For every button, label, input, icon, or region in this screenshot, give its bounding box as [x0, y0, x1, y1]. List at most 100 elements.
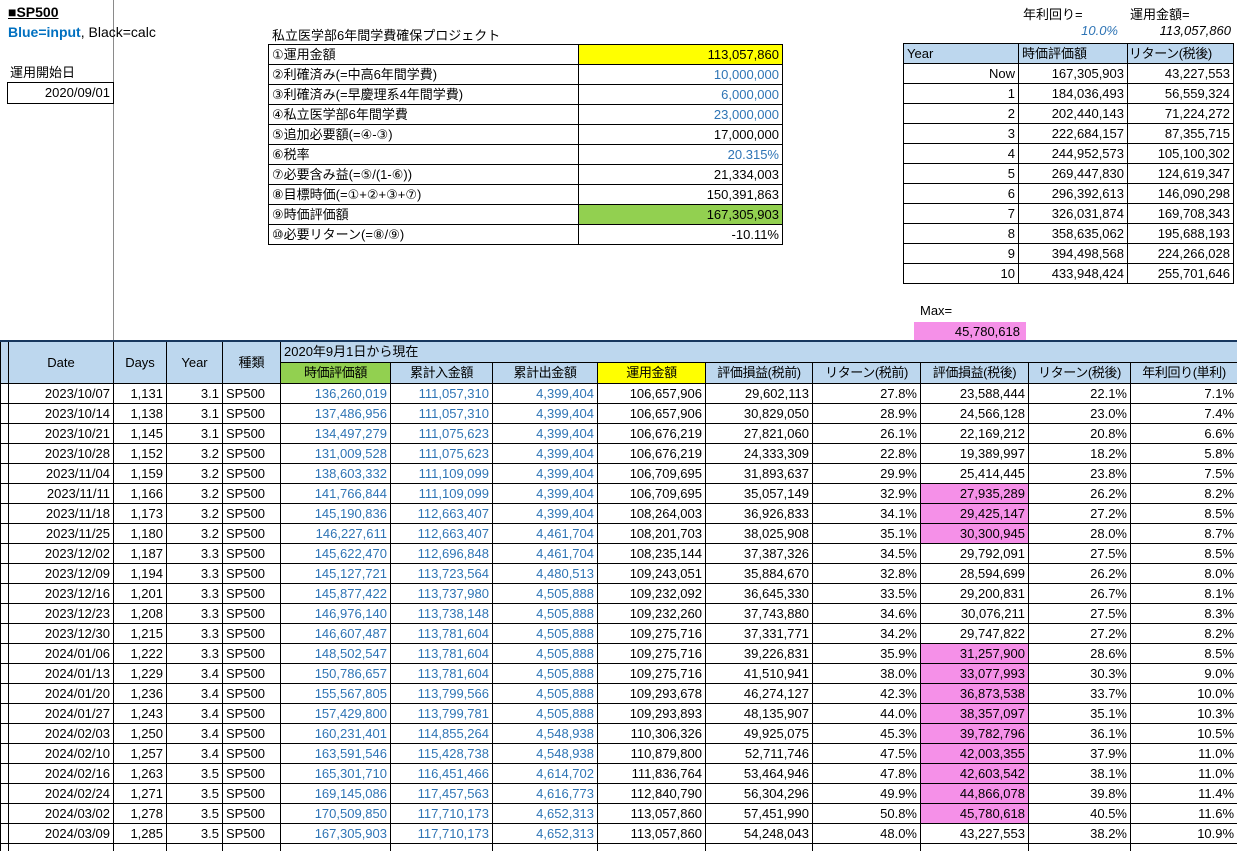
cell-market-value[interactable]: 146,976,140: [280, 603, 391, 624]
cell-annualized-return[interactable]: 8.3%: [1129, 603, 1237, 624]
cell-total-out[interactable]: 4,399,404: [492, 503, 598, 524]
cell-principal[interactable]: 111,836,764: [597, 763, 706, 784]
project-row-value[interactable]: 17,000,000: [578, 124, 783, 145]
cell-annualized-return[interactable]: 8.5%: [1129, 503, 1237, 524]
cell-type[interactable]: SP500: [222, 763, 281, 784]
cell-market-value[interactable]: 165,301,710: [280, 763, 391, 784]
cell-return-aftertax[interactable]: 38.2%: [1028, 823, 1131, 844]
cell-return-pretax[interactable]: 33.5%: [812, 583, 921, 604]
cell-return-pretax[interactable]: 34.5%: [812, 543, 921, 564]
cell-gain-aftertax[interactable]: 27,935,289: [920, 483, 1029, 504]
cell-return-pretax[interactable]: 34.6%: [812, 603, 921, 624]
cell-return-pretax[interactable]: 42.3%: [812, 683, 921, 704]
cell-principal[interactable]: 110,306,326: [597, 723, 706, 744]
cell-gain-pretax[interactable]: 53,464,946: [705, 763, 813, 784]
cell-market-value[interactable]: 148,502,547: [280, 643, 391, 664]
cell-return-pretax[interactable]: 38.0%: [812, 663, 921, 684]
cell-return-aftertax[interactable]: 27.5%: [1028, 603, 1131, 624]
cell-date[interactable]: 2024/02/10: [8, 743, 114, 764]
cell-gain-aftertax[interactable]: 45,780,618: [920, 803, 1029, 824]
cell-gain-pretax[interactable]: 56,304,296: [705, 783, 813, 804]
cell-annualized-return[interactable]: 7.4%: [1129, 403, 1237, 424]
cell-principal[interactable]: 109,243,051: [597, 563, 706, 584]
cell-return-pretax[interactable]: 29.9%: [812, 463, 921, 484]
cell-principal[interactable]: 106,657,906: [597, 383, 706, 404]
cell-total-out[interactable]: 4,614,702: [492, 763, 598, 784]
cell-annualized-return[interactable]: 5.8%: [1129, 443, 1237, 464]
cell-year-n[interactable]: 6: [903, 183, 1019, 204]
cell-type[interactable]: SP500: [222, 603, 281, 624]
cell-return-aftertax[interactable]: 37.9%: [1028, 743, 1131, 764]
cell-gain-pretax[interactable]: 38,025,908: [705, 523, 813, 544]
cell-projected-value[interactable]: 358,635,062: [1018, 223, 1128, 244]
cell-projected-value[interactable]: 269,447,830: [1018, 163, 1128, 184]
cell-total-in[interactable]: 113,781,604: [390, 663, 493, 684]
cell-projected-return[interactable]: 255,701,646: [1127, 263, 1234, 284]
cell-total-out[interactable]: 4,505,888: [492, 623, 598, 644]
cell-total-in[interactable]: 113,723,564: [390, 563, 493, 584]
cell-market-value[interactable]: 138,603,332: [280, 463, 391, 484]
cell-total-out[interactable]: 4,399,404: [492, 423, 598, 444]
cell-annualized-return[interactable]: 10.9%: [1129, 823, 1237, 844]
cell-return-pretax[interactable]: 26.1%: [812, 423, 921, 444]
cell-principal[interactable]: 109,275,716: [597, 643, 706, 664]
cell-projected-value[interactable]: 433,948,424: [1018, 263, 1128, 284]
cell-days[interactable]: 1,208: [113, 603, 167, 624]
cell-return-pretax[interactable]: 47.5%: [812, 743, 921, 764]
cell-date[interactable]: 2023/12/09: [8, 563, 114, 584]
cell-days[interactable]: 1,257: [113, 743, 167, 764]
cell-type[interactable]: SP500: [222, 543, 281, 564]
cell-market-value[interactable]: 146,227,611: [280, 523, 391, 544]
cell-total-out[interactable]: 4,399,404: [492, 483, 598, 504]
cell-type[interactable]: SP500: [222, 743, 281, 764]
cell-date[interactable]: 2023/11/18: [8, 503, 114, 524]
cell-type[interactable]: SP500: [222, 643, 281, 664]
cell-return-aftertax[interactable]: 28.6%: [1028, 643, 1131, 664]
cell-date[interactable]: 2024/01/20: [8, 683, 114, 704]
cell-total-in[interactable]: 117,457,563: [390, 783, 493, 804]
cell-year-n[interactable]: 9: [903, 243, 1019, 264]
cell-total-out[interactable]: 4,399,404: [492, 463, 598, 484]
cell-year[interactable]: 3.4: [166, 723, 223, 744]
cell-total-in[interactable]: 113,799,566: [390, 683, 493, 704]
cell-total-out[interactable]: 4,505,888: [492, 643, 598, 664]
project-row-value[interactable]: -10.11%: [578, 224, 783, 245]
cell-return-aftertax[interactable]: 26.2%: [1028, 483, 1131, 504]
cell-total-out[interactable]: 4,480,513: [492, 563, 598, 584]
cell-return-aftertax[interactable]: 33.7%: [1028, 683, 1131, 704]
cell-days[interactable]: 1,278: [113, 803, 167, 824]
cell-gain-aftertax[interactable]: 25,414,445: [920, 463, 1029, 484]
cell-principal[interactable]: 113,057,860: [597, 823, 706, 844]
cell-projected-return[interactable]: 56,559,324: [1127, 83, 1234, 104]
cell-return-aftertax[interactable]: 22.1%: [1028, 383, 1131, 404]
cell-days[interactable]: 1,243: [113, 703, 167, 724]
cell-days[interactable]: 1,263: [113, 763, 167, 784]
amount-value[interactable]: 113,057,860: [1159, 23, 1231, 38]
cell-days[interactable]: 1,215: [113, 623, 167, 644]
cell-year[interactable]: 3.3: [166, 643, 223, 664]
cell-days[interactable]: 1,271: [113, 783, 167, 804]
cell-total-out[interactable]: 4,505,888: [492, 663, 598, 684]
cell-year[interactable]: 3.5: [166, 763, 223, 784]
cell-year-n[interactable]: Now: [903, 63, 1019, 84]
cell-total-in[interactable]: 115,428,738: [390, 743, 493, 764]
cell-date[interactable]: 2023/10/28: [8, 443, 114, 464]
cell-projected-value[interactable]: 394,498,568: [1018, 243, 1128, 264]
cell-projected-return[interactable]: 146,090,298: [1127, 183, 1234, 204]
cell-type[interactable]: SP500: [222, 663, 281, 684]
cell-year[interactable]: 3.3: [166, 543, 223, 564]
cell-date[interactable]: 2024/02/24: [8, 783, 114, 804]
cell-year[interactable]: 3.1: [166, 383, 223, 404]
cell-year[interactable]: 3.1: [166, 403, 223, 424]
cell-gain-aftertax[interactable]: 43,227,553: [920, 823, 1029, 844]
cell-gain-aftertax[interactable]: 22,169,212: [920, 423, 1029, 444]
cell-days[interactable]: 1,201: [113, 583, 167, 604]
project-row-value[interactable]: 20.315%: [578, 144, 783, 165]
cell-total-in[interactable]: 116,451,466: [390, 763, 493, 784]
cell-total-in[interactable]: 111,057,310: [390, 383, 493, 404]
cell-gain-aftertax[interactable]: 42,003,355: [920, 743, 1029, 764]
cell-date[interactable]: 2023/12/16: [8, 583, 114, 604]
cell-projected-value[interactable]: 244,952,573: [1018, 143, 1128, 164]
cell-market-value[interactable]: 131,009,528: [280, 443, 391, 464]
cell-market-value[interactable]: 137,486,956: [280, 403, 391, 424]
